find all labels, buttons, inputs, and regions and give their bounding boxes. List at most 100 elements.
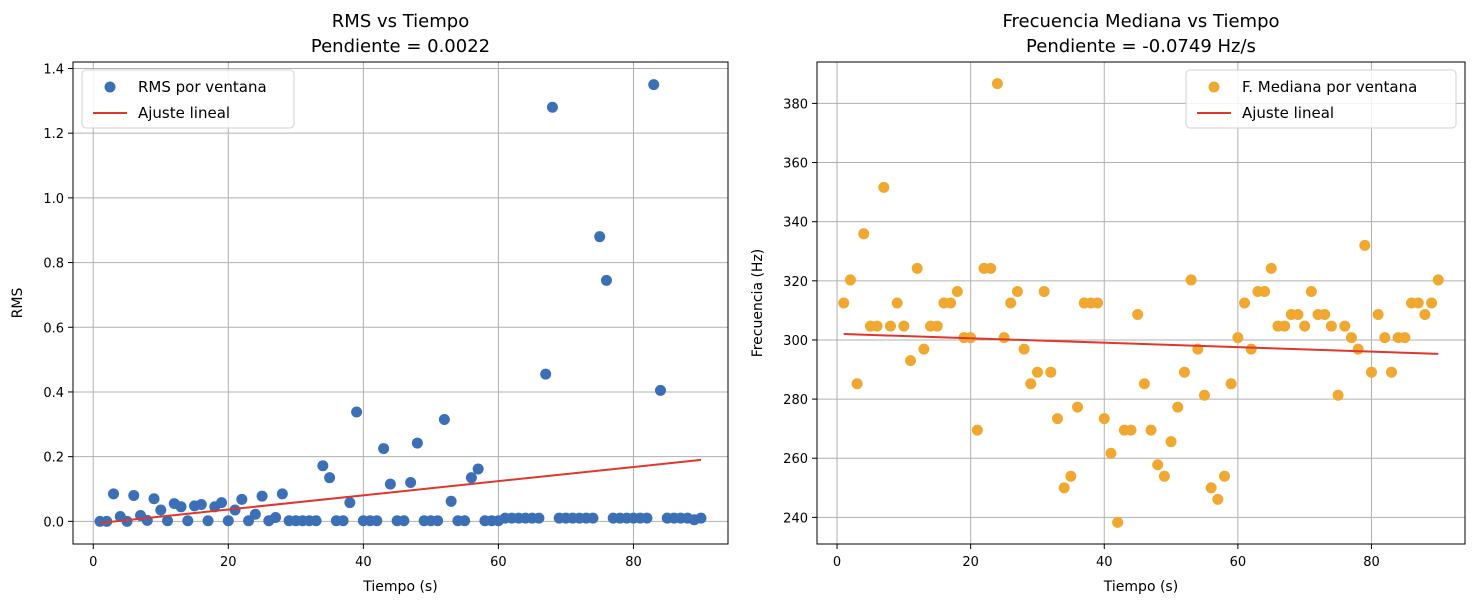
data-point xyxy=(1098,413,1110,425)
data-point xyxy=(1432,274,1444,286)
data-point xyxy=(175,501,187,513)
data-point xyxy=(1212,493,1224,505)
y-tick-label: 360 xyxy=(783,157,808,172)
data-point xyxy=(1205,482,1217,494)
data-point xyxy=(270,511,282,523)
data-point xyxy=(276,488,288,500)
data-point xyxy=(398,515,410,527)
legend-entry: RMS por ventana xyxy=(104,78,267,96)
data-point xyxy=(108,488,120,500)
data-point xyxy=(695,512,707,524)
data-point xyxy=(1058,482,1070,494)
data-point xyxy=(310,515,322,527)
data-point xyxy=(1399,332,1411,344)
data-point xyxy=(1005,297,1017,309)
data-point xyxy=(1379,332,1391,344)
legend-box xyxy=(81,69,295,129)
plot-frame xyxy=(72,61,729,545)
data-point xyxy=(1031,366,1043,378)
data-point xyxy=(998,332,1010,344)
data-point xyxy=(249,508,261,520)
data-point xyxy=(1219,470,1231,482)
data-point xyxy=(229,504,241,516)
data-point xyxy=(891,297,903,309)
y-tick-label: 1.2 xyxy=(43,127,64,142)
data-point xyxy=(445,495,457,507)
data-point xyxy=(951,285,963,297)
y-axis-label: Frecuencia (Hz) xyxy=(750,249,766,358)
data-point xyxy=(878,181,890,193)
chart-title: RMS vs Tiempo xyxy=(332,11,469,32)
data-point xyxy=(438,413,450,425)
y-tick-label: 0.0 xyxy=(43,515,64,530)
y-tick-label: 280 xyxy=(783,393,808,408)
series-points xyxy=(94,79,707,527)
legend-label: Ajuste lineal xyxy=(138,104,230,122)
data-point xyxy=(858,228,870,240)
data-point xyxy=(1232,332,1244,344)
x-tick-label: 60 xyxy=(1230,555,1247,570)
x-tick-label: 20 xyxy=(220,555,237,570)
data-point xyxy=(1165,436,1177,448)
chart-subtitle: Pendiente = 0.0022 xyxy=(311,36,490,57)
x-tick-label: 80 xyxy=(1363,555,1380,570)
legend-entry: F. Mediana por ventana xyxy=(1208,78,1417,96)
legend-entry: Ajuste lineal xyxy=(1197,104,1334,122)
data-point xyxy=(344,497,356,509)
y-tick-label: 240 xyxy=(783,511,808,526)
data-point xyxy=(222,515,234,527)
data-point xyxy=(1025,378,1037,390)
data-point xyxy=(533,512,545,524)
legend: F. Mediana por ventana Ajuste lineal xyxy=(1185,69,1457,129)
data-point xyxy=(1172,401,1184,413)
data-point xyxy=(411,437,423,449)
data-point xyxy=(1359,239,1371,251)
legend: RMS por ventana Ajuste lineal xyxy=(81,69,295,129)
data-point xyxy=(546,101,558,113)
legend-entry: Ajuste lineal xyxy=(93,104,230,122)
legend-label: RMS por ventana xyxy=(138,78,267,96)
data-point xyxy=(1158,470,1170,482)
data-point xyxy=(918,343,930,355)
legend-label: Ajuste lineal xyxy=(1242,104,1334,122)
data-point xyxy=(1011,285,1023,297)
y-tick-label: 1.0 xyxy=(43,192,64,207)
data-point xyxy=(1072,401,1084,413)
fit-line xyxy=(99,458,702,524)
data-point xyxy=(256,490,268,502)
data-point xyxy=(1185,274,1197,286)
y-tick-label: 0.2 xyxy=(43,451,64,466)
data-point xyxy=(1426,297,1438,309)
y-tick-label: 320 xyxy=(783,275,808,290)
data-point xyxy=(1265,262,1277,274)
chart-1: RMS vs Tiempo Pendiente = 0.0022 0 20 40 60 80… xyxy=(10,11,729,595)
data-point xyxy=(121,515,133,527)
data-point xyxy=(216,497,228,509)
data-point xyxy=(472,463,484,475)
data-point xyxy=(641,512,653,524)
x-axis-label: Tiempo (s) xyxy=(362,579,437,595)
legend-marker-swatch xyxy=(1208,81,1220,93)
data-point xyxy=(1125,424,1137,436)
data-point xyxy=(1325,320,1337,332)
data-point xyxy=(1138,378,1150,390)
y-tick-label: 0.8 xyxy=(43,257,64,272)
x-tick-label: 80 xyxy=(625,555,642,570)
data-point xyxy=(1132,309,1144,321)
data-point xyxy=(600,274,612,286)
data-point xyxy=(1198,389,1210,401)
data-point xyxy=(1299,320,1311,332)
data-point xyxy=(371,515,383,527)
x-axis-label: Tiempo (s) xyxy=(1103,579,1178,595)
y-axis-label: RMS xyxy=(10,288,26,319)
data-point xyxy=(911,262,923,274)
data-point xyxy=(1092,297,1104,309)
y-tick-label: 340 xyxy=(783,216,808,231)
data-point xyxy=(1305,285,1317,297)
x-tick-label: 20 xyxy=(962,555,979,570)
data-point xyxy=(1339,320,1351,332)
legend-label: F. Mediana por ventana xyxy=(1242,78,1417,96)
data-point xyxy=(405,477,417,489)
data-point xyxy=(985,262,997,274)
data-point xyxy=(465,472,477,484)
